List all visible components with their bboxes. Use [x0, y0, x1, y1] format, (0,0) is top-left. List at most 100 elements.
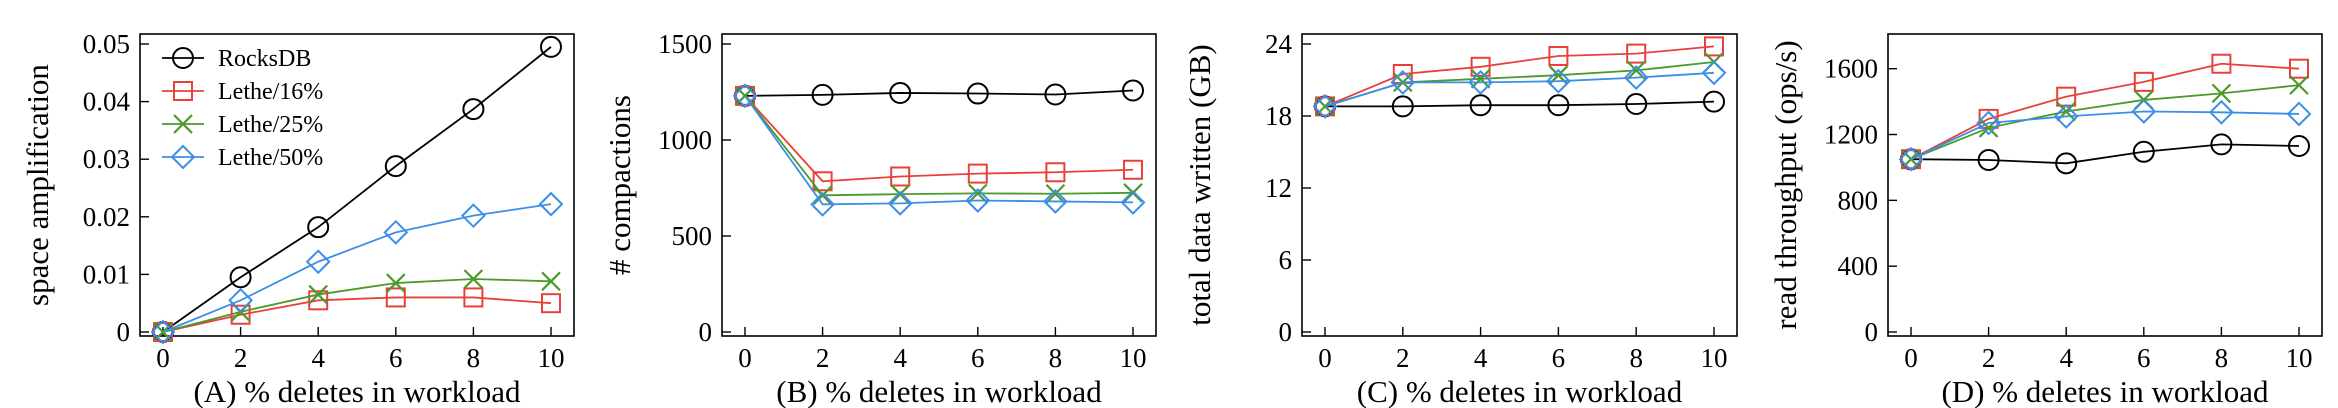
y-axis-label: read throughput (ops/s) — [1768, 40, 1803, 329]
data-point — [890, 184, 910, 204]
data-point — [2288, 135, 2310, 158]
series-0 — [1314, 90, 1725, 118]
data-point — [228, 287, 254, 313]
data-point — [1470, 69, 1491, 89]
x-tick-label: 10 — [1701, 343, 1728, 373]
x-tick-label: 0 — [156, 343, 170, 373]
x-tick-label: 2 — [234, 343, 248, 373]
data-point — [2286, 101, 2312, 127]
plot-frame — [139, 33, 575, 337]
legend: RocksDB Lethe/16% Lethe/25% Lethe/50% — [162, 46, 323, 171]
series-line — [1325, 100, 1715, 108]
data-point — [887, 190, 913, 216]
x-tick-label: 8 — [1629, 343, 1643, 373]
data-point — [308, 290, 329, 311]
data-point — [150, 319, 176, 345]
x-tick-label: 10 — [538, 343, 565, 373]
x-tick-label: 4 — [311, 343, 325, 373]
series-2 — [153, 269, 561, 342]
data-point — [229, 266, 252, 289]
legend-entry: Lethe/25% — [218, 112, 323, 138]
data-point — [1122, 79, 1144, 102]
series-line — [162, 46, 552, 333]
data-point — [2210, 133, 2233, 156]
data-point — [1123, 159, 1143, 180]
data-point — [540, 35, 562, 58]
x-tick-label: 2 — [816, 343, 830, 373]
y-tick-label: 6 — [1279, 245, 1293, 275]
series-3 — [1312, 60, 1727, 119]
y-tick-label: 1200 — [1824, 120, 1878, 150]
data-point — [966, 82, 989, 105]
data-point — [462, 98, 485, 121]
x-axis-label: (C) % deletes in workload — [1357, 374, 1683, 408]
data-point — [965, 188, 991, 213]
data-point — [2211, 53, 2232, 74]
data-point — [2132, 140, 2155, 163]
data-point — [2133, 71, 2154, 92]
data-point — [1045, 162, 1066, 183]
y-tick-label: 18 — [1265, 101, 1292, 131]
data-point — [1468, 69, 1494, 95]
data-point — [305, 249, 331, 275]
series-2 — [735, 86, 1143, 206]
y-tick-label: 0.03 — [83, 144, 130, 174]
data-point — [541, 293, 561, 314]
y-tick-label: 0 — [1279, 317, 1293, 347]
data-point — [1977, 149, 2000, 172]
data-point — [1547, 94, 1570, 117]
y-tick-label: 0.01 — [83, 259, 130, 289]
series-line — [744, 89, 1134, 97]
x-tick-label: 8 — [1049, 343, 1063, 373]
data-point — [460, 203, 486, 229]
data-point — [1044, 83, 1067, 106]
legend-entry: RocksDB — [218, 46, 311, 72]
series-line — [744, 95, 1134, 206]
data-point — [1312, 93, 1338, 119]
data-point — [2053, 103, 2079, 129]
y-tick-label: 1600 — [1824, 54, 1878, 84]
data-point — [1548, 46, 1569, 66]
chart-panel-a: 0 0.01 0.02 0.03 0.04 0.05 0 2 4 6 8 10 (A) % delete… — [20, 29, 575, 408]
x-tick-label: 6 — [1552, 343, 1566, 373]
data-point — [810, 191, 836, 217]
plot-frame — [721, 33, 1157, 337]
y-tick-label: 400 — [1838, 251, 1879, 281]
series-line — [1910, 143, 2300, 165]
x-tick-label: 6 — [971, 343, 985, 373]
data-point — [386, 273, 406, 293]
y-axis-label: total data written (GB) — [1182, 44, 1217, 326]
series-line — [1324, 71, 1715, 108]
data-point — [463, 269, 484, 289]
plot-frame — [1301, 33, 1738, 337]
data-point — [1390, 69, 1416, 95]
x-tick-label: 10 — [1120, 343, 1147, 373]
data-point — [812, 171, 833, 192]
data-point — [968, 183, 988, 204]
x-tick-label: 4 — [2059, 343, 2073, 373]
data-point — [1625, 93, 1648, 115]
y-tick-label: 0 — [117, 317, 131, 347]
data-point — [383, 219, 409, 245]
data-point — [811, 83, 834, 106]
y-tick-label: 800 — [1838, 185, 1879, 215]
x-tick-label: 2 — [1982, 343, 1996, 373]
x-tick-label: 8 — [2215, 343, 2229, 373]
y-tick-label: 0 — [1865, 317, 1879, 347]
data-point — [1623, 65, 1649, 91]
legend-marker — [173, 114, 193, 134]
x-axis-label: (D) % deletes in workload — [1941, 374, 2269, 408]
data-point — [1898, 146, 1924, 172]
series-line — [1324, 61, 1715, 108]
series-line — [1324, 45, 1715, 108]
data-point — [307, 216, 330, 239]
data-point — [153, 322, 173, 342]
data-point — [812, 185, 833, 206]
y-tick-label: 0.05 — [83, 29, 130, 59]
legend-marker — [173, 81, 193, 101]
y-tick-label: 1000 — [658, 125, 712, 155]
x-tick-label: 2 — [1396, 343, 1410, 373]
series-line — [744, 95, 1134, 183]
